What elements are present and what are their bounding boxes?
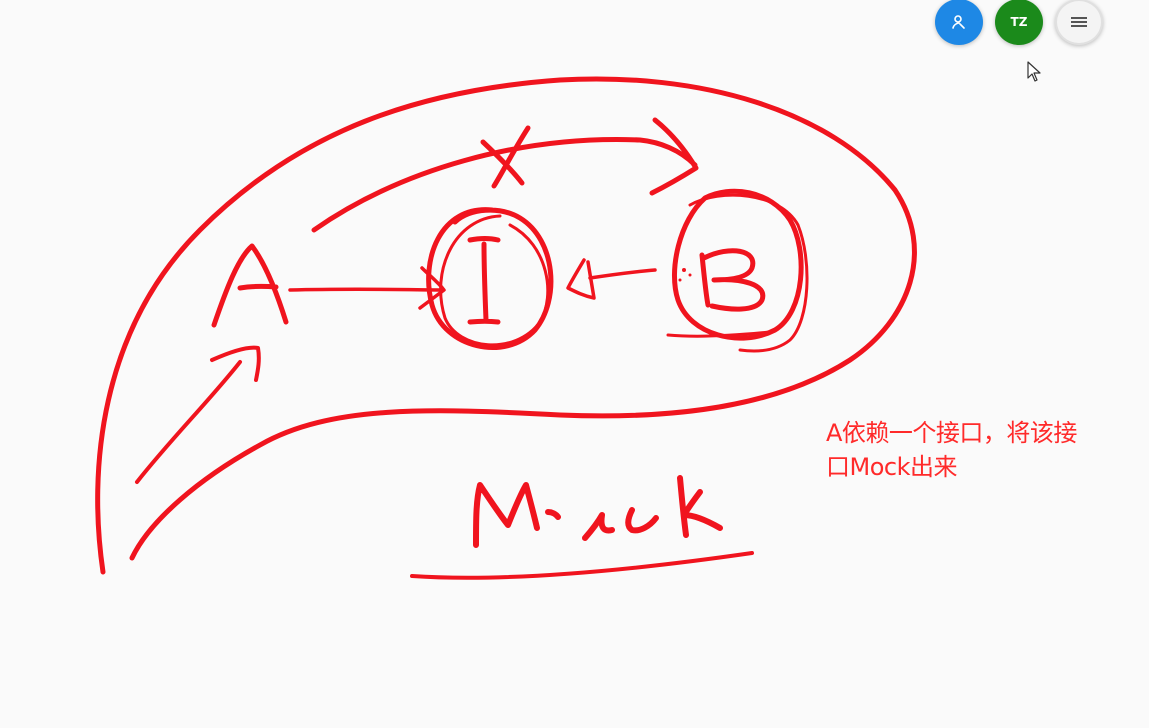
arrow-up-left (135, 345, 261, 484)
toolbar: TZ (935, 0, 1103, 46)
crossed-arrow-a-to-b (311, 117, 699, 233)
annotation-line-2: 口Mock出来 (826, 453, 957, 481)
node-i (426, 207, 554, 350)
annotation-line-1: A依赖一个接口，将该接 (826, 419, 1077, 447)
menu-button[interactable] (1055, 0, 1103, 45)
tz-label: TZ (1010, 15, 1028, 29)
mock-underline (410, 551, 754, 580)
mock-word (473, 475, 723, 548)
node-a (211, 243, 289, 328)
arrow-a-to-i (288, 266, 446, 310)
annotation-text: A依赖一个接口，将该接 口Mock出来 (826, 416, 1126, 484)
blob-outline (95, 76, 917, 575)
arrow-b-to-i (566, 258, 657, 300)
tz-button[interactable]: TZ (995, 0, 1043, 45)
user-button[interactable] (935, 0, 983, 45)
person-icon (952, 15, 965, 29)
node-b (672, 188, 804, 341)
menu-icon (1071, 17, 1087, 27)
mouse-cursor-icon (1027, 61, 1041, 82)
